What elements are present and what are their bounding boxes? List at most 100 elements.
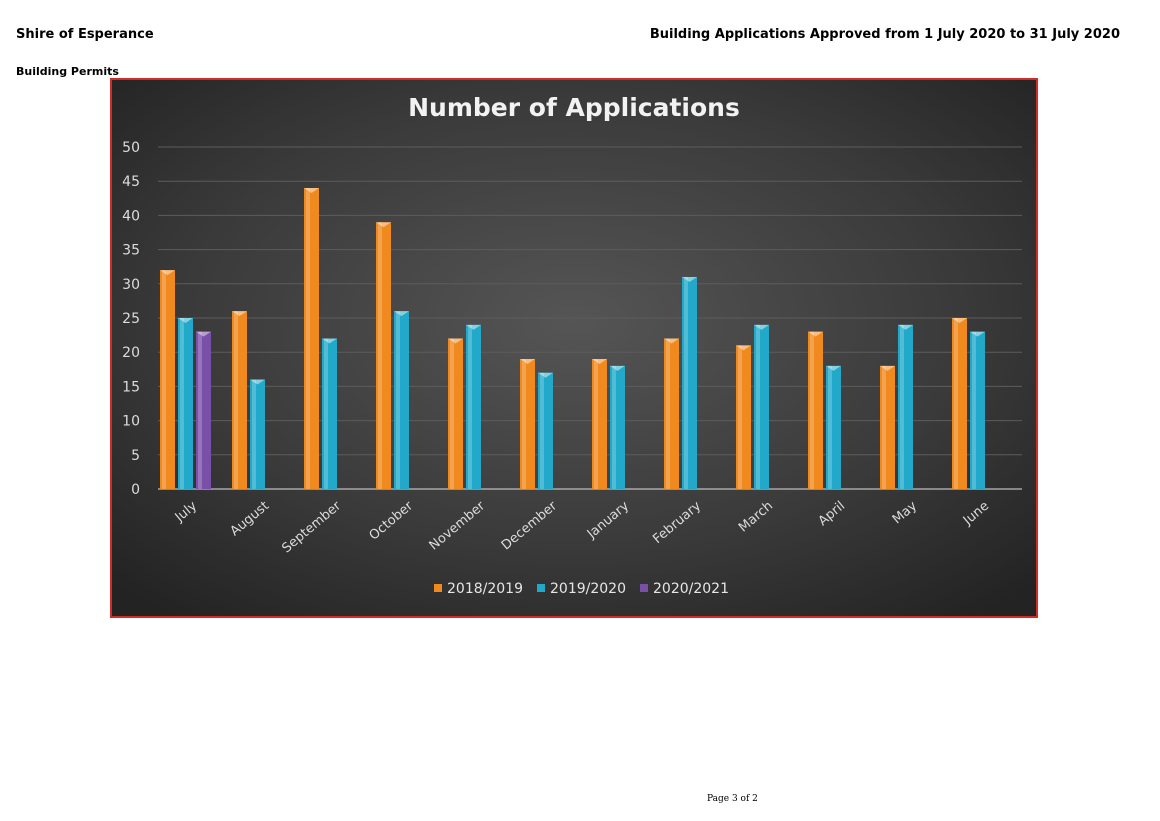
bar bbox=[880, 365, 895, 489]
bar-highlight bbox=[450, 338, 454, 489]
bar bbox=[466, 324, 481, 489]
bar bbox=[970, 331, 985, 489]
bar-highlight bbox=[324, 338, 328, 489]
bar-highlight bbox=[954, 318, 958, 489]
bar-highlight bbox=[162, 270, 166, 489]
legend-swatch bbox=[434, 584, 442, 592]
bar-highlight bbox=[882, 365, 886, 489]
bar-highlight bbox=[198, 331, 202, 489]
chart-background bbox=[112, 80, 1036, 616]
bar-cap bbox=[538, 372, 553, 378]
bar-cap bbox=[682, 276, 697, 282]
bar-cap bbox=[754, 324, 769, 330]
chart-frame: Number of Applications 0 5 10 15 20 25 30 35 40 4… bbox=[110, 78, 1038, 618]
bar-cap bbox=[880, 365, 895, 371]
bar-highlight bbox=[612, 365, 616, 489]
bar-cap bbox=[520, 359, 535, 365]
bar-highlight bbox=[234, 311, 238, 489]
bar-cap bbox=[304, 188, 319, 194]
bar-highlight bbox=[396, 311, 400, 489]
bar bbox=[304, 188, 319, 489]
bar bbox=[808, 331, 823, 489]
bar-cap bbox=[448, 338, 463, 344]
bar-cap bbox=[808, 331, 823, 337]
y-tick-label: 15 bbox=[122, 379, 140, 395]
bar-cap bbox=[952, 318, 967, 323]
bar-highlight bbox=[306, 188, 310, 489]
bar bbox=[520, 359, 535, 489]
bar bbox=[754, 324, 769, 489]
bar-highlight bbox=[540, 372, 544, 489]
bar-cap bbox=[466, 324, 481, 330]
bar-highlight bbox=[810, 331, 814, 489]
bar-highlight bbox=[468, 324, 472, 489]
bar bbox=[610, 365, 625, 489]
bar bbox=[664, 338, 679, 489]
bar bbox=[394, 311, 409, 489]
bar-cap bbox=[250, 379, 265, 385]
bar bbox=[196, 331, 211, 489]
bar-highlight bbox=[684, 276, 688, 489]
bar-cap bbox=[664, 338, 679, 344]
y-tick-label: 30 bbox=[122, 277, 140, 293]
bar-cap bbox=[178, 318, 193, 323]
bar-cap bbox=[196, 331, 211, 337]
y-tick-label: 5 bbox=[131, 448, 140, 464]
y-tick-label: 35 bbox=[122, 243, 140, 259]
bar-cap bbox=[232, 311, 247, 317]
report-title: Building Applications Approved from 1 Ju… bbox=[649, 27, 1120, 42]
bar-highlight bbox=[756, 324, 760, 489]
y-tick-label: 45 bbox=[122, 174, 140, 190]
bar-highlight bbox=[972, 331, 976, 489]
bar bbox=[592, 359, 607, 489]
legend-label: 2019/2020 bbox=[550, 581, 626, 597]
y-tick-label: 50 bbox=[122, 140, 140, 156]
bar-cap bbox=[898, 324, 913, 330]
bar bbox=[682, 276, 697, 489]
chart-title: Number of Applications bbox=[408, 93, 740, 122]
bar-highlight bbox=[180, 318, 184, 489]
bar-cap bbox=[322, 338, 337, 344]
bar-highlight bbox=[828, 365, 832, 489]
organisation-name: Shire of Esperance bbox=[16, 27, 154, 42]
bar-highlight bbox=[594, 359, 598, 489]
bar-cap bbox=[610, 365, 625, 371]
bar-cap bbox=[394, 311, 409, 317]
bar bbox=[160, 270, 175, 489]
y-tick-label: 25 bbox=[122, 311, 140, 327]
bar-highlight bbox=[378, 222, 382, 490]
bar-cap bbox=[826, 365, 841, 371]
bar bbox=[178, 318, 193, 489]
bar-highlight bbox=[252, 379, 256, 489]
bar-highlight bbox=[522, 359, 526, 489]
bar bbox=[376, 222, 391, 490]
bar bbox=[736, 345, 751, 489]
section-heading: Building Permits bbox=[16, 65, 119, 78]
bar bbox=[322, 338, 337, 489]
bar-highlight bbox=[900, 324, 904, 489]
y-tick-label: 40 bbox=[122, 208, 140, 224]
y-tick-label: 10 bbox=[122, 414, 140, 430]
bar bbox=[952, 318, 967, 489]
bar bbox=[448, 338, 463, 489]
bar bbox=[826, 365, 841, 489]
bar-highlight bbox=[666, 338, 670, 489]
bar-cap bbox=[160, 270, 175, 276]
bar-highlight bbox=[738, 345, 742, 489]
bar-cap bbox=[736, 345, 751, 351]
bar bbox=[250, 379, 265, 489]
bar bbox=[898, 324, 913, 489]
legend-swatch bbox=[640, 584, 648, 592]
legend-label: 2020/2021 bbox=[653, 581, 729, 597]
y-tick-label: 20 bbox=[122, 345, 140, 361]
bar bbox=[232, 311, 247, 489]
legend-label: 2018/2019 bbox=[447, 581, 523, 597]
bar-cap bbox=[592, 359, 607, 365]
bar-chart: Number of Applications 0 5 10 15 20 25 30 35 40 4… bbox=[112, 80, 1036, 616]
bar-cap bbox=[970, 331, 985, 337]
y-tick-label: 0 bbox=[131, 482, 140, 498]
bar-cap bbox=[376, 222, 391, 228]
bar bbox=[538, 372, 553, 489]
page-number: Page 3 of 2 bbox=[707, 794, 758, 804]
legend-swatch bbox=[537, 584, 545, 592]
